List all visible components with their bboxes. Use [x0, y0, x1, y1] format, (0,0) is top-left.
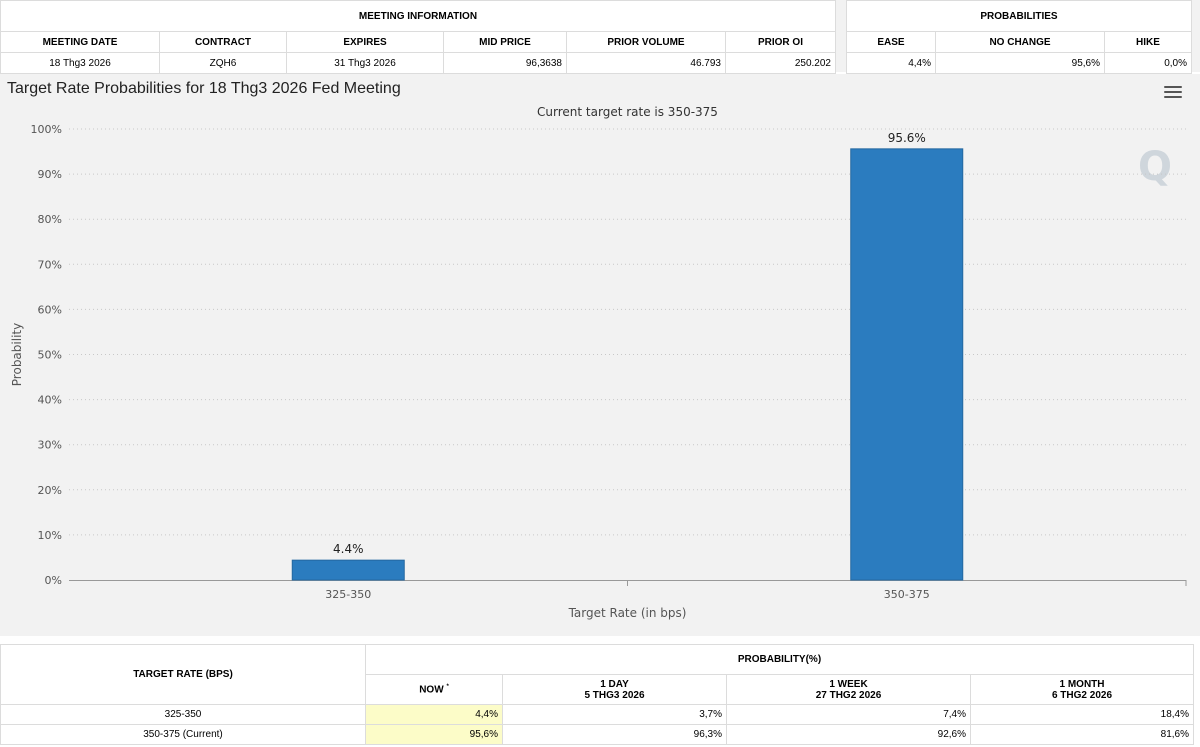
col-prior-oi: PRIOR OI	[725, 31, 836, 53]
bar	[850, 148, 964, 581]
meeting-information-table: MEETING INFORMATION MEETING DATE CONTRAC…	[0, 0, 836, 74]
x-tick-label: 325-350	[325, 588, 371, 601]
one-week-cell: 92,6%	[726, 724, 971, 745]
x-tick-label: 350-375	[884, 588, 930, 601]
rate-cell: 325-350	[0, 704, 366, 725]
y-tick-label: 100%	[31, 123, 62, 136]
top-info-area: MEETING INFORMATION MEETING DATE CONTRAC…	[0, 0, 1200, 74]
one-month-cell: 81,6%	[970, 724, 1194, 745]
target-rate-header: TARGET RATE (BPS)	[0, 644, 366, 705]
table-row: 325-350 4,4% 3,7% 7,4% 18,4%	[0, 704, 1194, 725]
col-mid-price: MID PRICE	[443, 31, 567, 53]
col-expires: EXPIRES	[286, 31, 444, 53]
col-1-month: 1 MONTH 6 THG2 2026	[970, 674, 1194, 705]
col-hike: HIKE	[1104, 31, 1192, 53]
probabilities-table: PROBABILITIES EASE NO CHANGE HIKE 4,4% 9…	[846, 0, 1192, 74]
one-week-cell: 7,4%	[726, 704, 971, 725]
rate-cell: 350-375 (Current)	[0, 724, 366, 745]
hike-value: 0,0%	[1104, 52, 1192, 74]
y-tick-label: 20%	[38, 484, 62, 497]
chart-title: Target Rate Probabilities for 18 Thg3 20…	[7, 80, 401, 97]
mid-price-value: 96,3638	[443, 52, 567, 74]
data-label: 95.6%	[888, 131, 926, 145]
y-tick-label: 40%	[38, 394, 62, 407]
y-tick-label: 10%	[38, 529, 62, 542]
one-day-cell: 3,7%	[502, 704, 727, 725]
col-1-week-date: 27 THG2 2026	[815, 689, 882, 701]
now-cell: 4,4%	[365, 704, 503, 725]
quikstrike-logo: Q	[1138, 144, 1173, 190]
contract-value: ZQH6	[159, 52, 287, 74]
col-1-day: 1 DAY 5 THG3 2026	[502, 674, 727, 705]
col-prior-volume: PRIOR VOLUME	[566, 31, 726, 53]
bar-chart: Current target rate is 350-375 0% 10% 20% 30…	[10, 105, 1187, 620]
chart-subtitle: Current target rate is 350-375	[537, 105, 718, 119]
col-meeting-date: MEETING DATE	[0, 31, 160, 53]
expires-value: 31 Thg3 2026	[286, 52, 444, 74]
col-1-day-label: 1 DAY	[600, 678, 629, 690]
col-1-week-label: 1 WEEK	[829, 678, 868, 690]
col-contract: CONTRACT	[159, 31, 287, 53]
col-1-week: 1 WEEK 27 THG2 2026	[726, 674, 971, 705]
prior-oi-value: 250.202	[725, 52, 836, 74]
probability-history-table: TARGET RATE (BPS) PROBABILITY(%) NOW * 1…	[0, 644, 1194, 745]
x-axis-title: Target Rate (in bps)	[568, 606, 687, 620]
hamburger-menu-icon[interactable]	[1164, 86, 1182, 99]
col-now: NOW *	[365, 674, 503, 705]
y-tick-label: 50%	[38, 349, 62, 362]
y-tick-label: 80%	[38, 213, 62, 226]
y-tick-label: 0%	[45, 574, 62, 587]
meeting-information-header: MEETING INFORMATION	[0, 0, 836, 32]
col-no-change: NO CHANGE	[935, 31, 1105, 53]
y-tick-label: 70%	[38, 258, 62, 271]
no-change-value: 95,6%	[935, 52, 1105, 74]
col-1-day-date: 5 THG3 2026	[584, 689, 645, 701]
now-cell: 95,6%	[365, 724, 503, 745]
chart-container: Target Rate Probabilities for 18 Thg3 20…	[0, 74, 1200, 636]
y-axis-title: Probability	[10, 323, 24, 386]
col-now-footnote: *	[446, 683, 449, 690]
probability-header: PROBABILITY(%)	[365, 644, 1194, 675]
table-row: 350-375 (Current) 95,6% 96,3% 92,6% 81,6…	[0, 724, 1194, 745]
col-now-label: NOW	[419, 684, 444, 696]
col-1-month-date: 6 THG2 2026	[1051, 689, 1113, 701]
y-tick-label: 60%	[38, 303, 62, 316]
probabilities-header: PROBABILITIES	[846, 0, 1192, 32]
one-month-cell: 18,4%	[970, 704, 1194, 725]
prior-volume-value: 46.793	[566, 52, 726, 74]
y-tick-label: 30%	[38, 439, 62, 452]
one-day-cell: 96,3%	[502, 724, 727, 745]
y-tick-label: 90%	[38, 168, 62, 181]
col-ease: EASE	[846, 31, 936, 53]
bar	[291, 559, 405, 581]
meeting-date-value: 18 Thg3 2026	[0, 52, 160, 74]
data-label: 4.4%	[333, 542, 364, 556]
col-1-month-label: 1 MONTH	[1059, 678, 1105, 690]
ease-value: 4,4%	[846, 52, 936, 74]
